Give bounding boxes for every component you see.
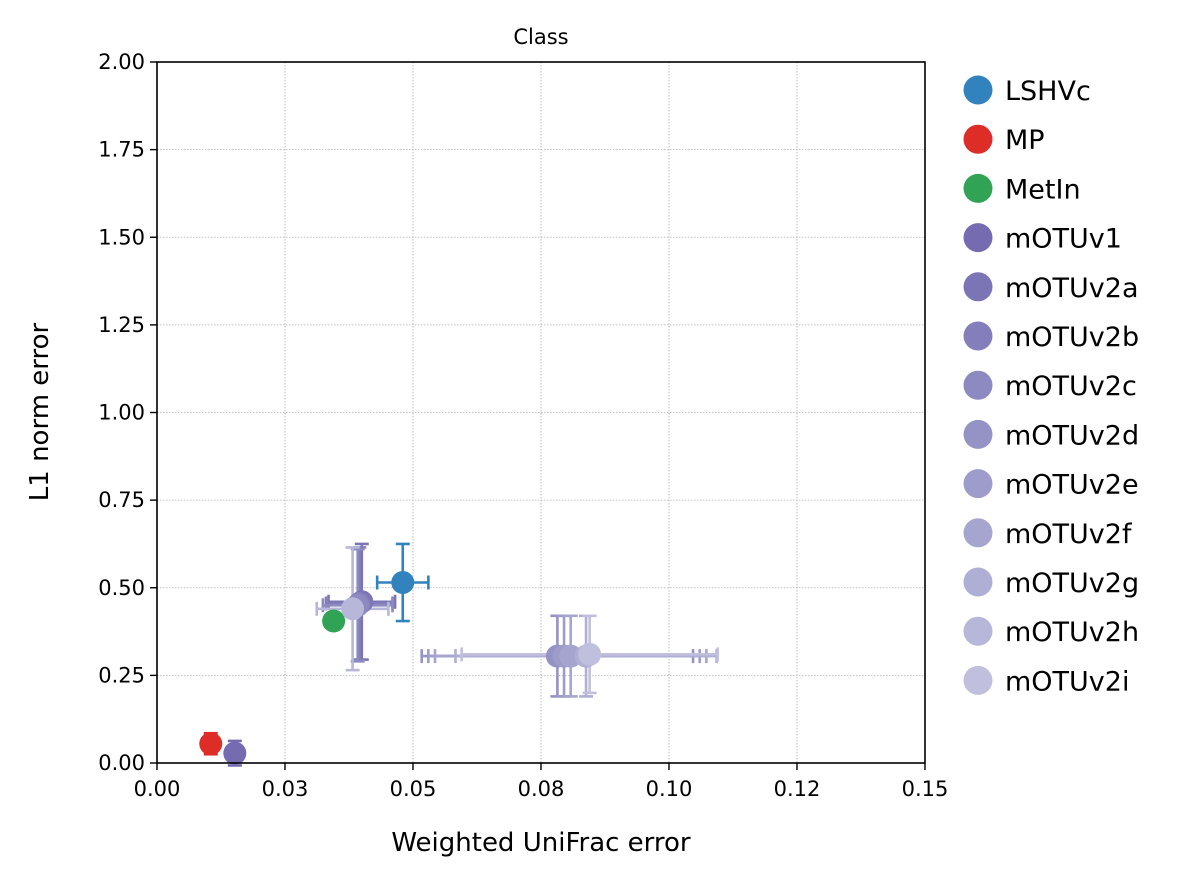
x-tick-label: 0.00 bbox=[134, 777, 181, 801]
data-markers bbox=[199, 570, 602, 765]
legend-marker bbox=[963, 370, 993, 400]
legend-marker bbox=[963, 223, 993, 253]
legend-label: MP bbox=[1005, 125, 1045, 156]
legend-label: mOTUv2i bbox=[1005, 666, 1129, 697]
x-tick-label: 0.12 bbox=[774, 777, 821, 801]
x-tick-label: 0.08 bbox=[518, 777, 565, 801]
legend-label: mOTUv2e bbox=[1005, 470, 1139, 501]
y-axis-ticks: 0.00 0.25 0.50 0.75 1.00 1.25 1.50 1.75 2.00 bbox=[98, 50, 157, 775]
legend-label: mOTUv2c bbox=[1005, 371, 1137, 402]
legend-label: MetIn bbox=[1005, 174, 1081, 205]
chart-title: Class bbox=[513, 25, 568, 49]
legend-marker bbox=[963, 616, 993, 646]
legend-marker bbox=[963, 124, 993, 154]
data-point-motuv2i bbox=[578, 642, 602, 666]
legend-label: LSHVc bbox=[1005, 76, 1091, 107]
x-tick-label: 0.03 bbox=[262, 777, 309, 801]
data-point-motuv1 bbox=[223, 741, 247, 765]
x-axis-ticks: 0.00 0.03 0.05 0.08 0.10 0.12 0.15 bbox=[134, 763, 949, 801]
x-tick-label: 0.05 bbox=[390, 777, 437, 801]
legend-label: mOTUv2h bbox=[1005, 617, 1139, 648]
y-tick-label: 1.50 bbox=[98, 225, 145, 249]
legend-label: mOTUv2b bbox=[1005, 322, 1139, 353]
legend-marker bbox=[963, 321, 993, 351]
legend-marker bbox=[963, 518, 993, 548]
legend-label: mOTUv2f bbox=[1005, 519, 1133, 550]
y-tick-label: 0.75 bbox=[98, 488, 145, 512]
legend-label: mOTUv2a bbox=[1005, 273, 1139, 304]
x-axis-label: Weighted UniFrac error bbox=[391, 828, 691, 858]
legend-label: mOTUv2g bbox=[1005, 568, 1139, 599]
y-axis-label: L1 norm error bbox=[25, 322, 55, 501]
legend-marker bbox=[963, 173, 993, 203]
y-tick-label: 0.25 bbox=[98, 663, 145, 687]
legend-marker bbox=[963, 272, 993, 302]
legend-marker bbox=[963, 567, 993, 597]
y-tick-label: 0.00 bbox=[98, 751, 145, 775]
data-point-metin bbox=[322, 609, 346, 633]
x-tick-label: 0.15 bbox=[902, 777, 949, 801]
legend-marker bbox=[963, 75, 993, 105]
legend-marker bbox=[963, 665, 993, 695]
data-point-mp bbox=[199, 732, 223, 756]
legend-marker bbox=[963, 469, 993, 499]
legend: LSHVc MP MetIn mOTUv1 mOTUv2a mOTUv2b mOTUv2c m… bbox=[963, 75, 1139, 697]
legend-label: mOTUv1 bbox=[1005, 224, 1122, 255]
y-tick-label: 1.25 bbox=[98, 313, 145, 337]
legend-label: mOTUv2d bbox=[1005, 420, 1139, 451]
x-tick-label: 0.10 bbox=[646, 777, 693, 801]
data-point-motuv2h bbox=[341, 597, 365, 621]
y-tick-label: 1.00 bbox=[98, 401, 145, 425]
legend-marker bbox=[963, 419, 993, 449]
y-tick-label: 2.00 bbox=[98, 50, 145, 74]
y-tick-label: 1.75 bbox=[98, 138, 145, 162]
data-point-lshvc bbox=[391, 570, 415, 594]
y-tick-label: 0.50 bbox=[98, 576, 145, 600]
